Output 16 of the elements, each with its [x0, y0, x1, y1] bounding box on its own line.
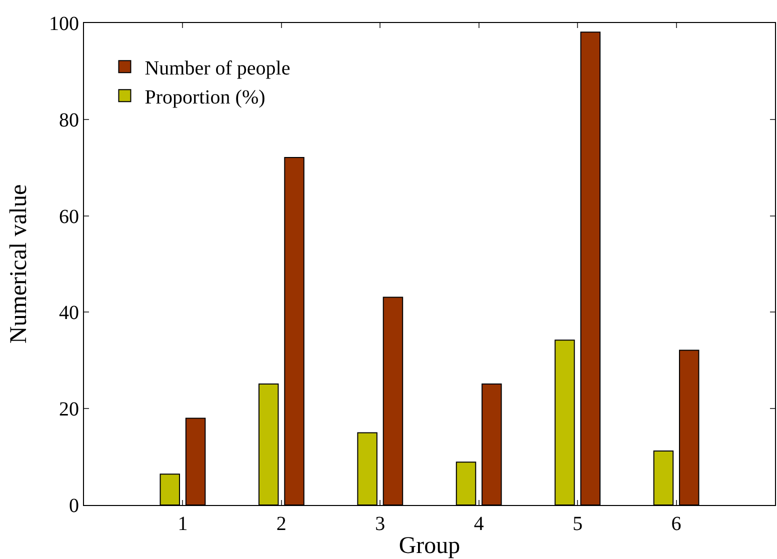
y-tick-label: 40	[59, 302, 79, 324]
x-tick-label: 2	[276, 513, 286, 535]
y-tick-label: 20	[59, 398, 79, 421]
x-tick-label: 1	[178, 513, 188, 535]
x-tick-label: 4	[474, 513, 484, 535]
y-tick-label: 0	[69, 495, 79, 517]
legend-label: Number of people	[144, 57, 290, 80]
y-tick-label: 100	[49, 13, 79, 35]
y-axis-title: Numerical value	[6, 184, 32, 344]
x-tick-label: 3	[375, 513, 386, 535]
x-tick-label: 5	[572, 513, 583, 535]
x-tick-label: 6	[671, 513, 682, 535]
x-axis-title: Group	[398, 533, 460, 559]
y-tick-label: 80	[59, 109, 79, 132]
y-tick-label: 60	[59, 206, 79, 228]
legend-label: Proportion (%)	[144, 86, 266, 108]
